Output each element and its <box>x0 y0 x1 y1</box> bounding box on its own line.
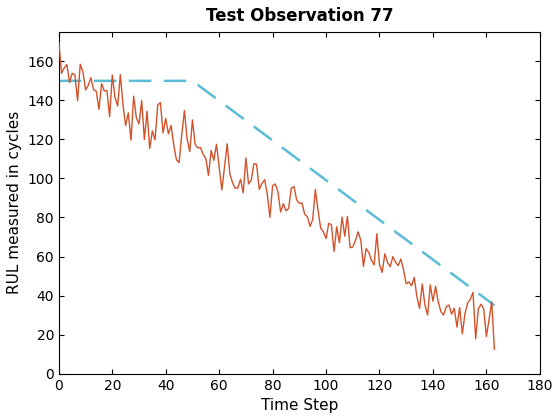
X-axis label: Time Step: Time Step <box>260 398 338 413</box>
Y-axis label: RUL measured in cycles: RUL measured in cycles <box>7 111 22 294</box>
Title: Test Observation 77: Test Observation 77 <box>206 7 393 25</box>
